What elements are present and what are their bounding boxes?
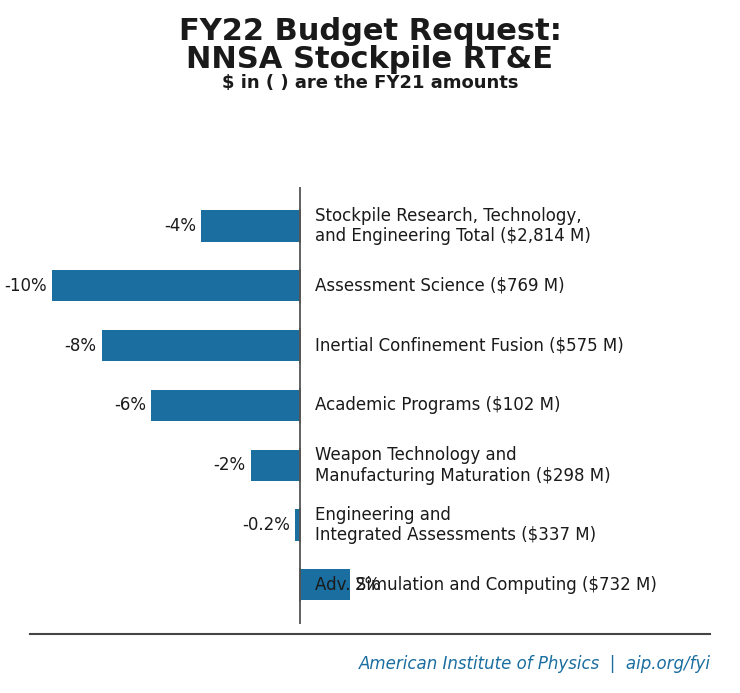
Bar [152, 390, 300, 421]
Text: Weapon Technology and
Manufacturing Maturation ($298 M): Weapon Technology and Manufacturing Matu… [315, 446, 610, 484]
Text: Adv. Simulation and Computing ($732 M): Adv. Simulation and Computing ($732 M) [315, 576, 657, 594]
Bar [300, 569, 350, 600]
Text: NNSA Stockpile RT&E: NNSA Stockpile RT&E [186, 45, 554, 74]
Bar [295, 509, 300, 541]
Bar [52, 270, 300, 301]
Text: -8%: -8% [64, 337, 97, 355]
Text: -2%: -2% [214, 456, 246, 474]
Bar [251, 450, 300, 481]
Text: American Institute of Physics  |  aip.org/fyi: American Institute of Physics | aip.org/… [358, 655, 710, 673]
Text: Inertial Confinement Fusion ($575 M): Inertial Confinement Fusion ($575 M) [315, 337, 624, 355]
Text: $ in ( ) are the FY21 amounts: $ in ( ) are the FY21 amounts [222, 74, 518, 92]
Text: FY22 Budget Request:: FY22 Budget Request: [178, 17, 562, 46]
Text: Stockpile Research, Technology,
and Engineering Total ($2,814 M): Stockpile Research, Technology, and Engi… [315, 207, 591, 245]
Text: Engineering and
Integrated Assessments ($337 M): Engineering and Integrated Assessments (… [315, 506, 596, 545]
Text: -0.2%: -0.2% [243, 516, 290, 534]
Text: -4%: -4% [164, 217, 196, 235]
Text: -10%: -10% [4, 277, 47, 295]
Bar [101, 330, 300, 361]
Text: 2%: 2% [355, 576, 381, 594]
Bar [201, 211, 300, 242]
Text: Assessment Science ($769 M): Assessment Science ($769 M) [315, 277, 565, 295]
Text: -6%: -6% [115, 396, 147, 414]
Text: Academic Programs ($102 M): Academic Programs ($102 M) [315, 396, 561, 414]
